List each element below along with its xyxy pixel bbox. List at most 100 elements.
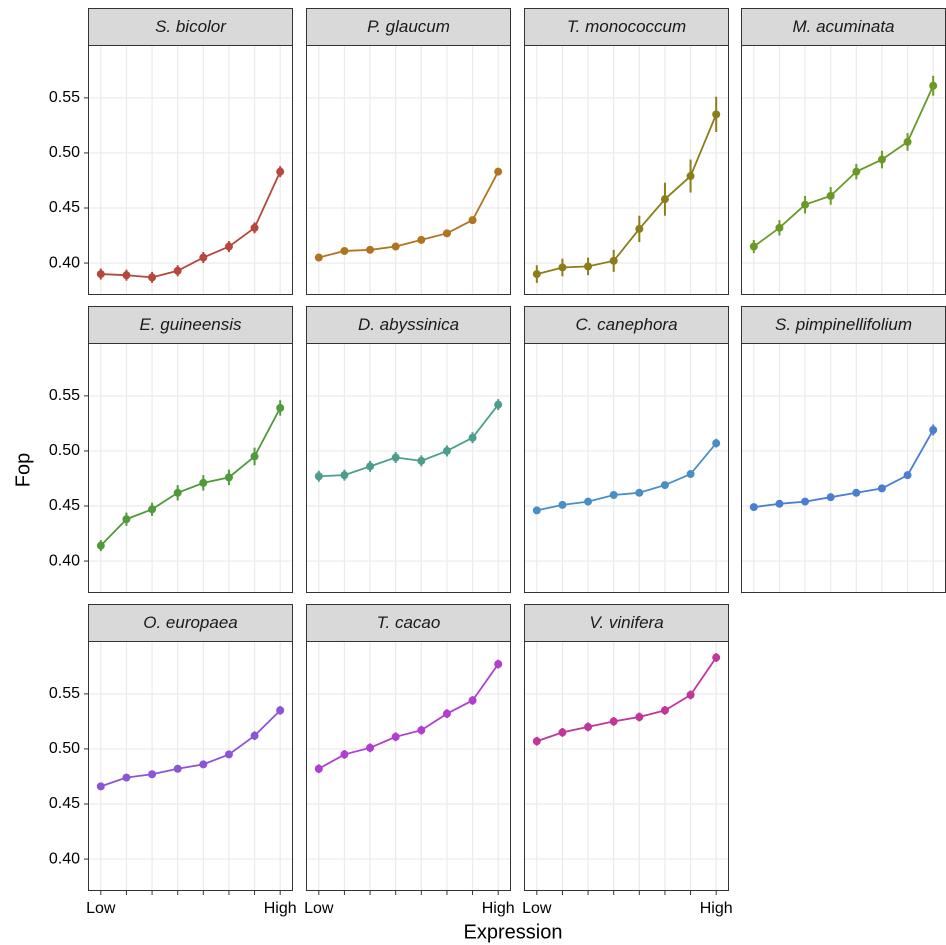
- point: [609, 717, 618, 726]
- point: [250, 731, 259, 740]
- point: [852, 488, 861, 497]
- point: [494, 400, 503, 409]
- point: [558, 263, 567, 272]
- point: [877, 155, 886, 164]
- strip: [88, 604, 293, 642]
- point: [199, 760, 208, 769]
- point: [417, 456, 426, 465]
- panel-border: [306, 45, 511, 295]
- strip-text: S. pimpinellifolium: [775, 315, 912, 334]
- point: [660, 706, 669, 715]
- point: [366, 462, 375, 471]
- strip: [524, 8, 729, 46]
- point: [391, 453, 400, 462]
- series-line: [318, 663, 499, 770]
- point: [635, 488, 644, 497]
- y-tick-label: 0.55: [49, 685, 80, 702]
- x-tick-label: High: [482, 900, 515, 917]
- point: [224, 473, 233, 482]
- panel-background: [306, 641, 511, 891]
- series-line: [753, 85, 935, 248]
- strip: [306, 306, 511, 344]
- point: [852, 167, 861, 176]
- point: [826, 191, 835, 200]
- y-tick-label: 0.50: [49, 740, 80, 757]
- point: [494, 660, 503, 669]
- strip-text: T. monococcum: [567, 17, 686, 36]
- x-axis-title: Expression: [464, 921, 563, 943]
- facet-panel: S. bicolor 0.40 0.45 0.50 0.55: [49, 8, 293, 295]
- strip: [306, 8, 511, 46]
- point: [801, 200, 810, 209]
- series-line: [536, 442, 717, 512]
- point: [314, 472, 323, 481]
- facet-panel: E. guineensis 0.40 0.45 0.50 0.55: [49, 306, 293, 593]
- panel-border: [524, 45, 729, 295]
- point: [250, 223, 259, 232]
- point: [314, 764, 323, 773]
- point: [340, 750, 349, 759]
- point: [686, 690, 695, 699]
- point: [366, 245, 375, 254]
- strip: [524, 306, 729, 344]
- point: [314, 253, 323, 262]
- strip-text: C. canephora: [575, 315, 677, 334]
- panel-background: [524, 641, 729, 891]
- y-tick-label: 0.45: [49, 795, 80, 812]
- facet-panel: T. monococcum: [524, 8, 729, 295]
- point: [929, 81, 938, 90]
- point: [686, 470, 695, 479]
- strip-text: E. guineensis: [139, 315, 242, 334]
- point: [442, 446, 451, 455]
- point: [122, 773, 131, 782]
- facet-panel: T. cacao Low High: [304, 604, 515, 917]
- y-tick-label: 0.50: [49, 442, 80, 459]
- point: [250, 452, 259, 461]
- point: [224, 750, 233, 759]
- strip: [88, 8, 293, 46]
- panel-background: [741, 343, 946, 593]
- strip-text: M. acuminata: [792, 17, 894, 36]
- x-tick-label: High: [264, 900, 297, 917]
- point: [532, 270, 541, 279]
- point: [558, 500, 567, 509]
- facet-panel: O. europaea 0.40 0.45 0.50 0.55 Low High: [49, 604, 297, 917]
- panel-border: [88, 343, 293, 593]
- point: [584, 262, 593, 271]
- panel-background: [88, 45, 293, 295]
- facet-panel: M. acuminata: [741, 8, 946, 295]
- point: [96, 541, 105, 550]
- y-tick-label: 0.40: [49, 850, 80, 867]
- y-tick-label: 0.50: [49, 144, 80, 161]
- point: [340, 246, 349, 255]
- point: [199, 253, 208, 262]
- point: [584, 497, 593, 506]
- panel-border: [88, 641, 293, 891]
- point: [122, 515, 131, 524]
- strip-text: O. europaea: [143, 613, 238, 632]
- y-tick-label: 0.45: [49, 497, 80, 514]
- point: [276, 167, 285, 176]
- point: [199, 478, 208, 487]
- point: [173, 266, 182, 275]
- panel-background: [741, 45, 946, 295]
- series-line: [318, 171, 499, 259]
- point: [532, 506, 541, 515]
- point: [442, 229, 451, 238]
- point: [712, 653, 721, 662]
- series-line: [100, 171, 282, 279]
- point: [609, 490, 618, 499]
- point: [609, 256, 618, 265]
- panel-border: [306, 343, 511, 593]
- point: [494, 167, 503, 176]
- series-line: [536, 657, 717, 743]
- series-line: [100, 709, 281, 788]
- y-tick-label: 0.55: [49, 89, 80, 106]
- panel-border: [524, 641, 729, 891]
- point: [532, 737, 541, 746]
- point: [366, 743, 375, 752]
- point: [635, 712, 644, 721]
- series-line: [318, 404, 499, 478]
- strip: [741, 306, 946, 344]
